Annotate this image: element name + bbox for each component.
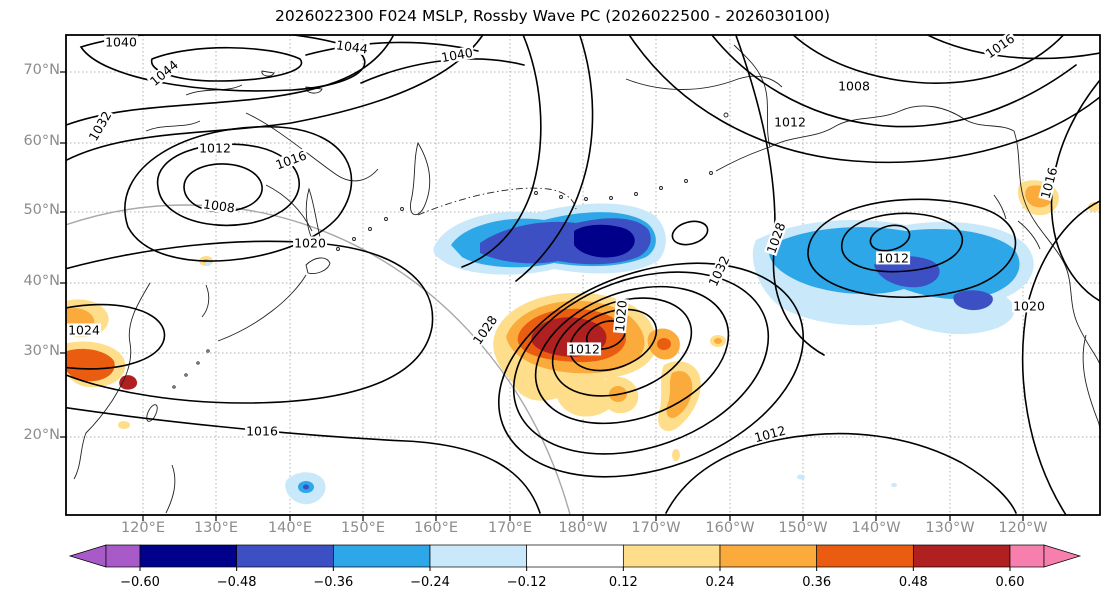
domain-circle (66, 204, 571, 515)
colorbar: −0.60 −0.48 −0.36 −0.24 −0.12 0.12 0.24 0.36 0.4… (68, 544, 1082, 590)
contour-label: 1012 (198, 140, 232, 156)
lon-tick-label: 140°W (851, 520, 901, 536)
chart-title: 2026022300 F024 MSLP, Rossby Wave PC (20… (274, 7, 830, 25)
neg-anomaly-core (574, 224, 635, 258)
lon-tick-label: 180°W (558, 520, 608, 536)
colorbar-segment (429, 544, 528, 568)
colorbar-right-arrow (1043, 544, 1082, 568)
colorbar-segment (139, 544, 238, 568)
lon-tick-label: 160°E (413, 520, 459, 536)
colorbar-tick-label: 0.48 (899, 575, 928, 590)
lon-tick-label: 170°E (487, 520, 533, 536)
lat-tick-label: 40°N (23, 273, 60, 289)
colorbar-segment (622, 544, 721, 568)
contour-label: 1040 (104, 34, 138, 50)
colorbar-tick-label: 0.24 (706, 575, 735, 590)
pc-anomaly-shading (66, 180, 1100, 505)
mslp-contours (66, 35, 1100, 515)
colorbar-segment (236, 544, 334, 568)
lat-tick-label: 60°N (23, 133, 60, 149)
colorbar-tick-label: 0.36 (802, 575, 831, 590)
contour-label: 1008 (837, 78, 871, 94)
lon-tick-label: 150°E (340, 520, 386, 536)
axis-ticks (60, 71, 1024, 521)
colorbar-tick-label: 0.60 (996, 575, 1025, 590)
lat-tick-label: 50°N (23, 202, 60, 218)
colorbar-tick-label: −0.12 (507, 575, 547, 590)
lon-tick-label: 160°W (705, 520, 755, 536)
lon-tick-label: 120°W (998, 520, 1048, 536)
lat-tick-label: 20°N (23, 427, 60, 443)
colorbar-segment (332, 544, 431, 568)
lon-tick-label: 150°W (778, 520, 828, 536)
colorbar-left-arrow (68, 544, 107, 568)
colorbar-tick-label: −0.60 (120, 575, 160, 590)
colorbar-tick-label: −0.36 (313, 575, 353, 590)
colorbar-segment (105, 544, 141, 568)
colorbar-segment (719, 544, 818, 568)
colorbar-tick-label: 0.12 (609, 575, 638, 590)
coastlines (73, 44, 1100, 514)
lon-tick-label: 120°E (120, 520, 166, 536)
contour-label: 1020 (1012, 298, 1046, 314)
colorbar-tick-label: −0.48 (217, 575, 257, 590)
contour-label: 1020 (612, 298, 630, 334)
contour-label: 1012 (876, 250, 910, 266)
contour-label: 1016 (245, 423, 279, 439)
lat-tick-label: 70°N (23, 62, 60, 78)
colorbar-segment (816, 544, 914, 568)
contour-label: 1012 (773, 114, 807, 130)
lon-tick-label: 130°E (193, 520, 239, 536)
lon-tick-label: 170°W (631, 520, 681, 536)
lon-tick-label: 140°E (267, 520, 313, 536)
colorbar-segment (912, 544, 1011, 568)
colorbar-tick-label: −0.24 (410, 575, 450, 590)
contour-label: 1024 (67, 322, 101, 338)
contour-label: 1020 (293, 235, 327, 251)
lon-tick-label: 130°W (925, 520, 975, 536)
colorbar-segment (526, 544, 624, 568)
lat-tick-label: 30°N (23, 343, 60, 359)
contour-label: 1012 (567, 341, 601, 357)
colorbar-segment (1009, 544, 1045, 568)
